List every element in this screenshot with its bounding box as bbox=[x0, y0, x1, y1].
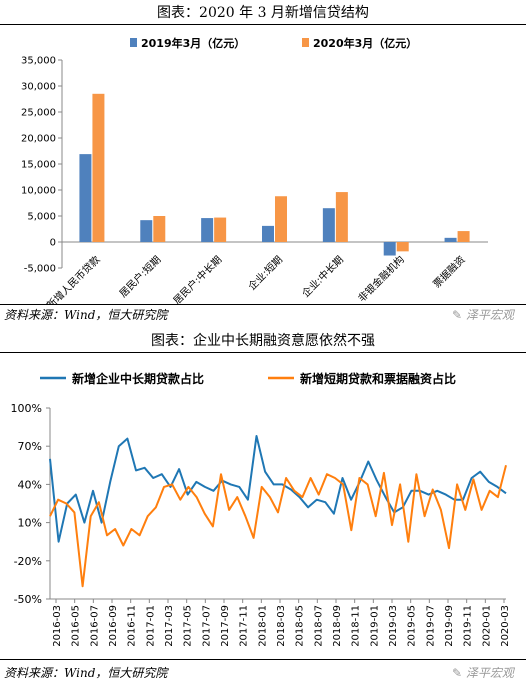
x-tick-label: 2018-07 bbox=[313, 605, 324, 647]
x-tick-label: 2019-11 bbox=[463, 605, 474, 647]
bar-2020 bbox=[396, 242, 409, 252]
series-line-enterprise-long-term bbox=[49, 435, 507, 543]
x-tick-label: 2019-03 bbox=[388, 605, 399, 647]
legend-label: 新增企业中长期贷款占比 bbox=[72, 371, 204, 386]
bar-2019 bbox=[140, 220, 153, 242]
bar-2019 bbox=[444, 237, 457, 242]
bar-2019 bbox=[322, 208, 335, 242]
y-tick-label: 20,000 bbox=[21, 134, 56, 145]
x-category-label: 企业:中长期 bbox=[299, 253, 346, 300]
chart1-title: 图表：2020 年 3 月新增信贷结构 bbox=[157, 5, 369, 21]
bar-2020 bbox=[92, 93, 105, 242]
y-tick-label: 5,000 bbox=[27, 212, 56, 223]
y-tick-label: 10% bbox=[18, 517, 42, 530]
y-tick-label: 70% bbox=[18, 440, 42, 453]
x-tick-label: 2019-07 bbox=[425, 605, 436, 647]
x-tick-label: 2018-03 bbox=[276, 605, 287, 647]
legend-swatch bbox=[130, 38, 137, 47]
x-category-label: 票据融资 bbox=[430, 253, 467, 290]
legend-label: 2020年3月（亿元） bbox=[313, 36, 417, 50]
x-tick-label: 2017-07 bbox=[201, 605, 212, 647]
y-tick-label: 0 bbox=[50, 238, 56, 249]
x-tick-label: 2016-09 bbox=[108, 605, 119, 647]
chart1-source: 资料来源：Wind，恒大研究院 bbox=[4, 308, 168, 322]
bar-2019 bbox=[383, 242, 396, 256]
x-tick-label: 2016-11 bbox=[127, 605, 138, 647]
y-tick-label: 40% bbox=[18, 478, 42, 491]
legend-label: 2019年3月（亿元） bbox=[141, 36, 245, 50]
chart1-watermark-text: 泽平宏观 bbox=[465, 308, 514, 322]
watermark-icon: ✎ bbox=[452, 308, 463, 322]
x-tick-label: 2017-01 bbox=[145, 605, 156, 647]
y-tick-label: -5,000 bbox=[24, 264, 56, 275]
x-tick-label: 2016-03 bbox=[52, 605, 63, 647]
y-tick-label: 30,000 bbox=[21, 82, 56, 93]
x-category-label: 非银金融机构 bbox=[355, 253, 407, 304]
bar-2020 bbox=[335, 192, 348, 242]
chart2-watermark-text: 泽平宏观 bbox=[465, 666, 514, 680]
chart2-line-chart: -50% -20% 10% 40% 70% 100% 2016-03 2016-05 2016-… bbox=[11, 371, 511, 647]
x-tick-label: 2016-07 bbox=[89, 605, 100, 647]
watermark-icon: ✎ bbox=[452, 666, 463, 680]
chart2-watermark: ✎ 泽平宏观 bbox=[452, 664, 514, 681]
bar-2019 bbox=[262, 225, 274, 242]
x-tick-label: 2018-09 bbox=[332, 605, 343, 647]
chart1-watermark: ✎ 泽平宏观 bbox=[452, 306, 514, 323]
x-tick-label: 2018-01 bbox=[257, 605, 268, 647]
series-line-short-term-bill bbox=[49, 465, 507, 588]
x-tick-label: 2017-09 bbox=[220, 605, 231, 647]
x-category-label: 居民户:中长期 bbox=[170, 253, 224, 304]
x-tick-label: 2017-11 bbox=[239, 605, 250, 647]
x-tick-label: 2018-11 bbox=[351, 605, 362, 647]
bar-2020 bbox=[153, 216, 166, 242]
x-tick-label: 2019-01 bbox=[369, 605, 380, 647]
x-category-label: 居民户:短期 bbox=[116, 253, 163, 300]
chart1-bottom-rule bbox=[0, 304, 526, 305]
x-tick-label: 2018-05 bbox=[295, 605, 306, 647]
x-category-label: 企业:短期 bbox=[245, 253, 285, 293]
legend-label: 新增短期贷款和票据融资占比 bbox=[300, 371, 456, 386]
chart2-source: 资料来源：Wind，恒大研究院 bbox=[4, 666, 168, 680]
chart2-top-rule bbox=[0, 352, 526, 353]
bar-2019 bbox=[79, 154, 92, 242]
chart1-top-rule bbox=[0, 24, 526, 25]
chart2-title: 图表：企业中长期融资意愿依然不强 bbox=[151, 333, 375, 349]
x-tick-label: 2020-03 bbox=[500, 605, 511, 647]
chart2-bottom-rule bbox=[0, 659, 526, 660]
y-tick-label: -50% bbox=[14, 593, 42, 606]
bar-2020 bbox=[275, 196, 287, 242]
y-tick-label: 100% bbox=[11, 402, 42, 415]
x-tick-label: 2019-09 bbox=[444, 605, 455, 647]
chart1-bar-chart: -5,000 0 5,000 10,000 15,000 20,000 25,000 30,0… bbox=[21, 36, 488, 304]
y-tick-label: 35,000 bbox=[21, 56, 56, 67]
x-tick-label: 2017-03 bbox=[164, 605, 175, 647]
y-tick-label: -20% bbox=[14, 555, 42, 568]
x-tick-label: 2019-05 bbox=[407, 605, 418, 647]
y-tick-label: 25,000 bbox=[21, 108, 56, 119]
legend-swatch bbox=[302, 38, 309, 47]
y-tick-label: 15,000 bbox=[21, 160, 56, 171]
bar-2020 bbox=[214, 217, 227, 242]
bar-2019 bbox=[201, 218, 214, 242]
bar-2020 bbox=[457, 231, 470, 242]
x-tick-label: 2016-05 bbox=[71, 605, 82, 647]
x-category-label: 新增人民币贷款 bbox=[44, 253, 103, 304]
x-tick-label: 2017-05 bbox=[183, 605, 194, 647]
x-tick-label: 2020-01 bbox=[481, 605, 492, 647]
y-tick-label: 10,000 bbox=[21, 186, 56, 197]
